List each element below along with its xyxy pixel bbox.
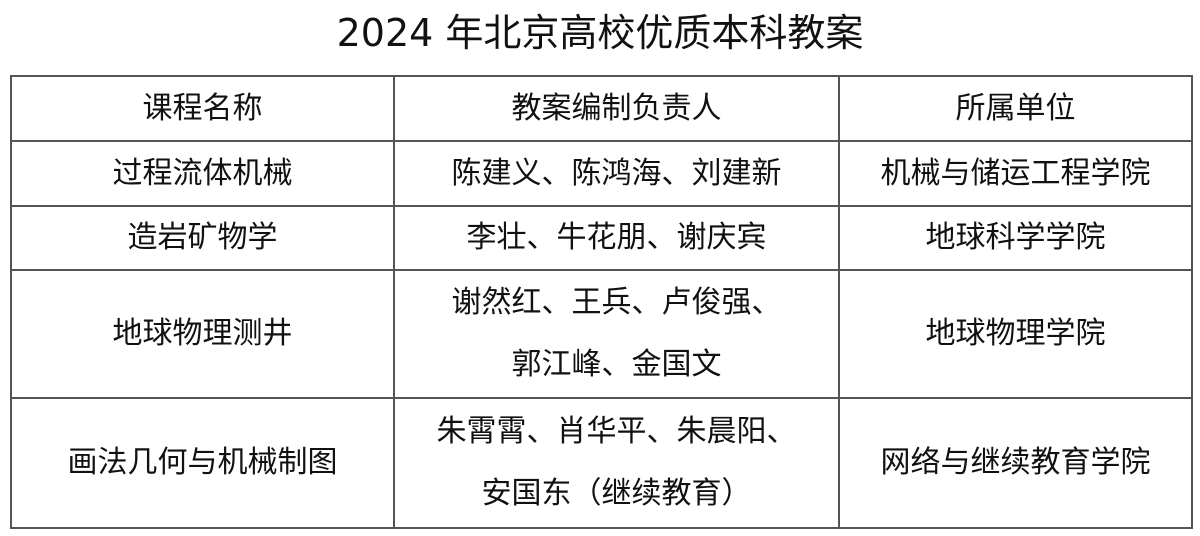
course-name: 地球物理测井 (10, 269, 395, 399)
leaders-line: 谢然红、王兵、卢俊强、 (451, 285, 782, 320)
leaders-line: 陈建义、陈鸿海、刘建新 (451, 155, 782, 191)
course-name: 过程流体机械 (10, 140, 395, 207)
leaders: 陈建义、陈鸿海、刘建新 (393, 140, 840, 207)
header-unit: 所属单位 (838, 75, 1193, 142)
leaders-line: 李壮、牛花朋、谢庆宾 (466, 220, 767, 255)
unit: 地球科学学院 (838, 205, 1193, 271)
unit: 机械与储运工程学院 (838, 140, 1193, 207)
leaders: 谢然红、王兵、卢俊强、 郭江峰、金国文 (393, 269, 840, 399)
table-row: 地球物理测井 谢然红、王兵、卢俊强、 郭江峰、金国文 地球物理学院 (10, 269, 1193, 399)
header-leaders: 教案编制负责人 (393, 75, 840, 142)
leaders-line: 郭江峰、金国文 (511, 347, 722, 382)
table-row: 过程流体机械 陈建义、陈鸿海、刘建新 机械与储运工程学院 (10, 140, 1193, 207)
leaders: 李壮、牛花朋、谢庆宾 (393, 205, 840, 271)
header-course-name: 课程名称 (10, 75, 395, 142)
course-table: 课程名称 教案编制负责人 所属单位 过程流体机械 陈建义、陈鸿海、刘建新 机械与… (10, 75, 1193, 529)
table-header-row: 课程名称 教案编制负责人 所属单位 (10, 75, 1193, 142)
leaders-line: 安国东（继续教育） (481, 476, 752, 511)
unit: 网络与继续教育学院 (838, 397, 1193, 529)
table-row: 画法几何与机械制图 朱霄霄、肖华平、朱晨阳、 安国东（继续教育） 网络与继续教育… (10, 397, 1193, 529)
course-name: 造岩矿物学 (10, 205, 395, 271)
leaders: 朱霄霄、肖华平、朱晨阳、 安国东（继续教育） (393, 397, 840, 529)
leaders-line: 朱霄霄、肖华平、朱晨阳、 (436, 414, 797, 449)
unit: 地球物理学院 (838, 269, 1193, 399)
table-row: 造岩矿物学 李壮、牛花朋、谢庆宾 地球科学学院 (10, 205, 1193, 271)
page-title: 2024 年北京高校优质本科教案 (336, 11, 864, 55)
course-name: 画法几何与机械制图 (10, 397, 395, 529)
